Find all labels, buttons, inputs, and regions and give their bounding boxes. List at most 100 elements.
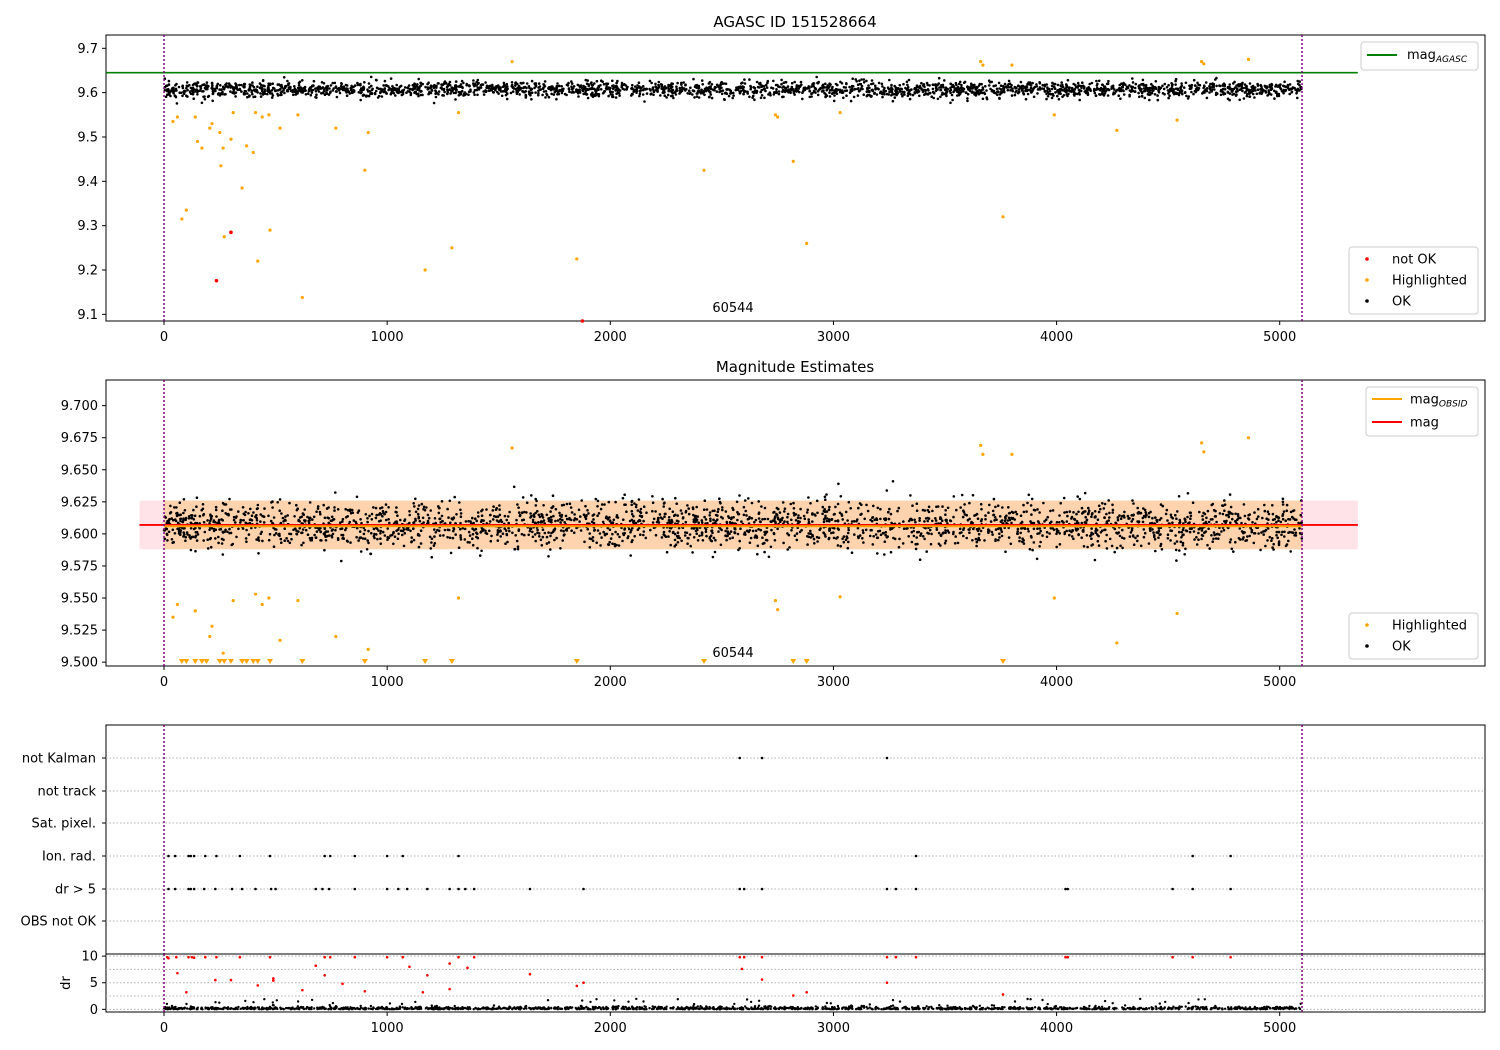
ok-point xyxy=(1210,503,1213,507)
ok-point xyxy=(1247,518,1251,521)
ok-point xyxy=(1052,85,1056,89)
ok-point xyxy=(1116,88,1119,92)
ok-point xyxy=(597,94,601,98)
ok-point xyxy=(946,506,950,510)
ok-point xyxy=(476,511,480,514)
ok-point xyxy=(1152,531,1155,534)
ok-point xyxy=(658,513,662,516)
ok-point xyxy=(1270,537,1274,540)
ok-point xyxy=(1281,530,1284,534)
ok-point xyxy=(379,532,382,535)
ok-point xyxy=(382,84,385,87)
ok-point xyxy=(282,87,286,91)
ok-point xyxy=(1072,511,1075,514)
ok-point xyxy=(530,514,533,518)
ok-point xyxy=(944,91,948,94)
highlighted-point xyxy=(267,113,271,117)
ok-point xyxy=(417,94,420,98)
ok-point xyxy=(1118,86,1121,90)
ok-point xyxy=(1077,88,1081,92)
ok-point xyxy=(338,521,342,524)
ok-point xyxy=(824,498,827,502)
ok-point xyxy=(448,536,452,540)
ok-point xyxy=(419,542,423,545)
ok-point xyxy=(667,516,671,519)
ok-point xyxy=(206,547,210,550)
ok-point xyxy=(333,506,336,509)
ok-point xyxy=(452,529,455,533)
ok-point xyxy=(434,531,438,534)
ok-point xyxy=(902,520,905,523)
ok-point xyxy=(245,540,248,543)
ok-point xyxy=(632,515,635,518)
ok-point xyxy=(392,542,395,546)
ok-point xyxy=(1228,87,1231,91)
ok-point xyxy=(782,541,785,545)
ok-point xyxy=(485,89,488,93)
ok-point xyxy=(478,554,482,557)
ok-point xyxy=(891,99,895,103)
ok-point xyxy=(703,515,706,519)
ok-point xyxy=(387,85,390,88)
ok-point xyxy=(1088,82,1091,86)
ok-point xyxy=(798,85,802,88)
ok-point xyxy=(224,92,227,96)
ok-point xyxy=(773,510,776,514)
ok-point xyxy=(225,85,229,88)
ok-point xyxy=(327,93,331,96)
ok-point xyxy=(1271,512,1275,516)
ok-point xyxy=(1299,513,1303,517)
ok-point xyxy=(410,536,414,539)
ok-point xyxy=(1255,92,1259,96)
ok-point xyxy=(522,90,525,94)
ok-point xyxy=(935,505,938,509)
ok-point xyxy=(412,527,415,531)
ok-point xyxy=(1248,534,1251,538)
ok-point xyxy=(732,508,735,512)
ok-point xyxy=(539,538,543,542)
ok-point xyxy=(1238,98,1241,102)
ok-point xyxy=(1050,96,1054,100)
ok-point xyxy=(215,84,219,87)
ok-point xyxy=(1044,518,1048,521)
ok-point xyxy=(201,503,205,506)
ok-point xyxy=(454,91,458,95)
ok-point xyxy=(457,94,461,97)
ok-point xyxy=(308,536,312,540)
ok-point xyxy=(695,520,698,523)
ok-point xyxy=(636,520,640,523)
ok-point xyxy=(717,530,720,533)
ok-point xyxy=(861,529,865,532)
ok-point xyxy=(805,87,809,90)
ok-point xyxy=(879,90,883,93)
ok-point xyxy=(360,521,363,525)
ok-point xyxy=(422,521,425,524)
ok-point xyxy=(792,511,796,515)
ok-point xyxy=(913,91,917,95)
magnitude-estimates-title: Magnitude Estimates xyxy=(716,358,874,376)
ok-point xyxy=(904,86,907,90)
ok-point xyxy=(220,518,223,521)
ok-point xyxy=(1250,528,1254,532)
ok-point xyxy=(318,85,322,89)
ok-point xyxy=(556,82,559,85)
ok-point xyxy=(649,92,652,96)
ok-point xyxy=(670,518,673,522)
ok-point xyxy=(818,528,821,532)
ok-point xyxy=(268,532,272,536)
ok-point xyxy=(602,82,606,86)
ok-point xyxy=(1016,527,1020,531)
ok-point xyxy=(408,513,412,517)
ok-point xyxy=(1100,529,1104,532)
ok-point xyxy=(1131,517,1135,521)
ok-point xyxy=(639,507,643,511)
ok-point xyxy=(1174,92,1177,95)
ok-point xyxy=(368,86,371,89)
ok-point xyxy=(1055,530,1059,533)
ok-point xyxy=(222,538,225,542)
ok-point xyxy=(1175,540,1179,543)
ok-point xyxy=(1025,510,1028,513)
ok-point xyxy=(1288,518,1292,521)
ok-point xyxy=(1074,85,1078,89)
ok-point xyxy=(1178,91,1181,95)
